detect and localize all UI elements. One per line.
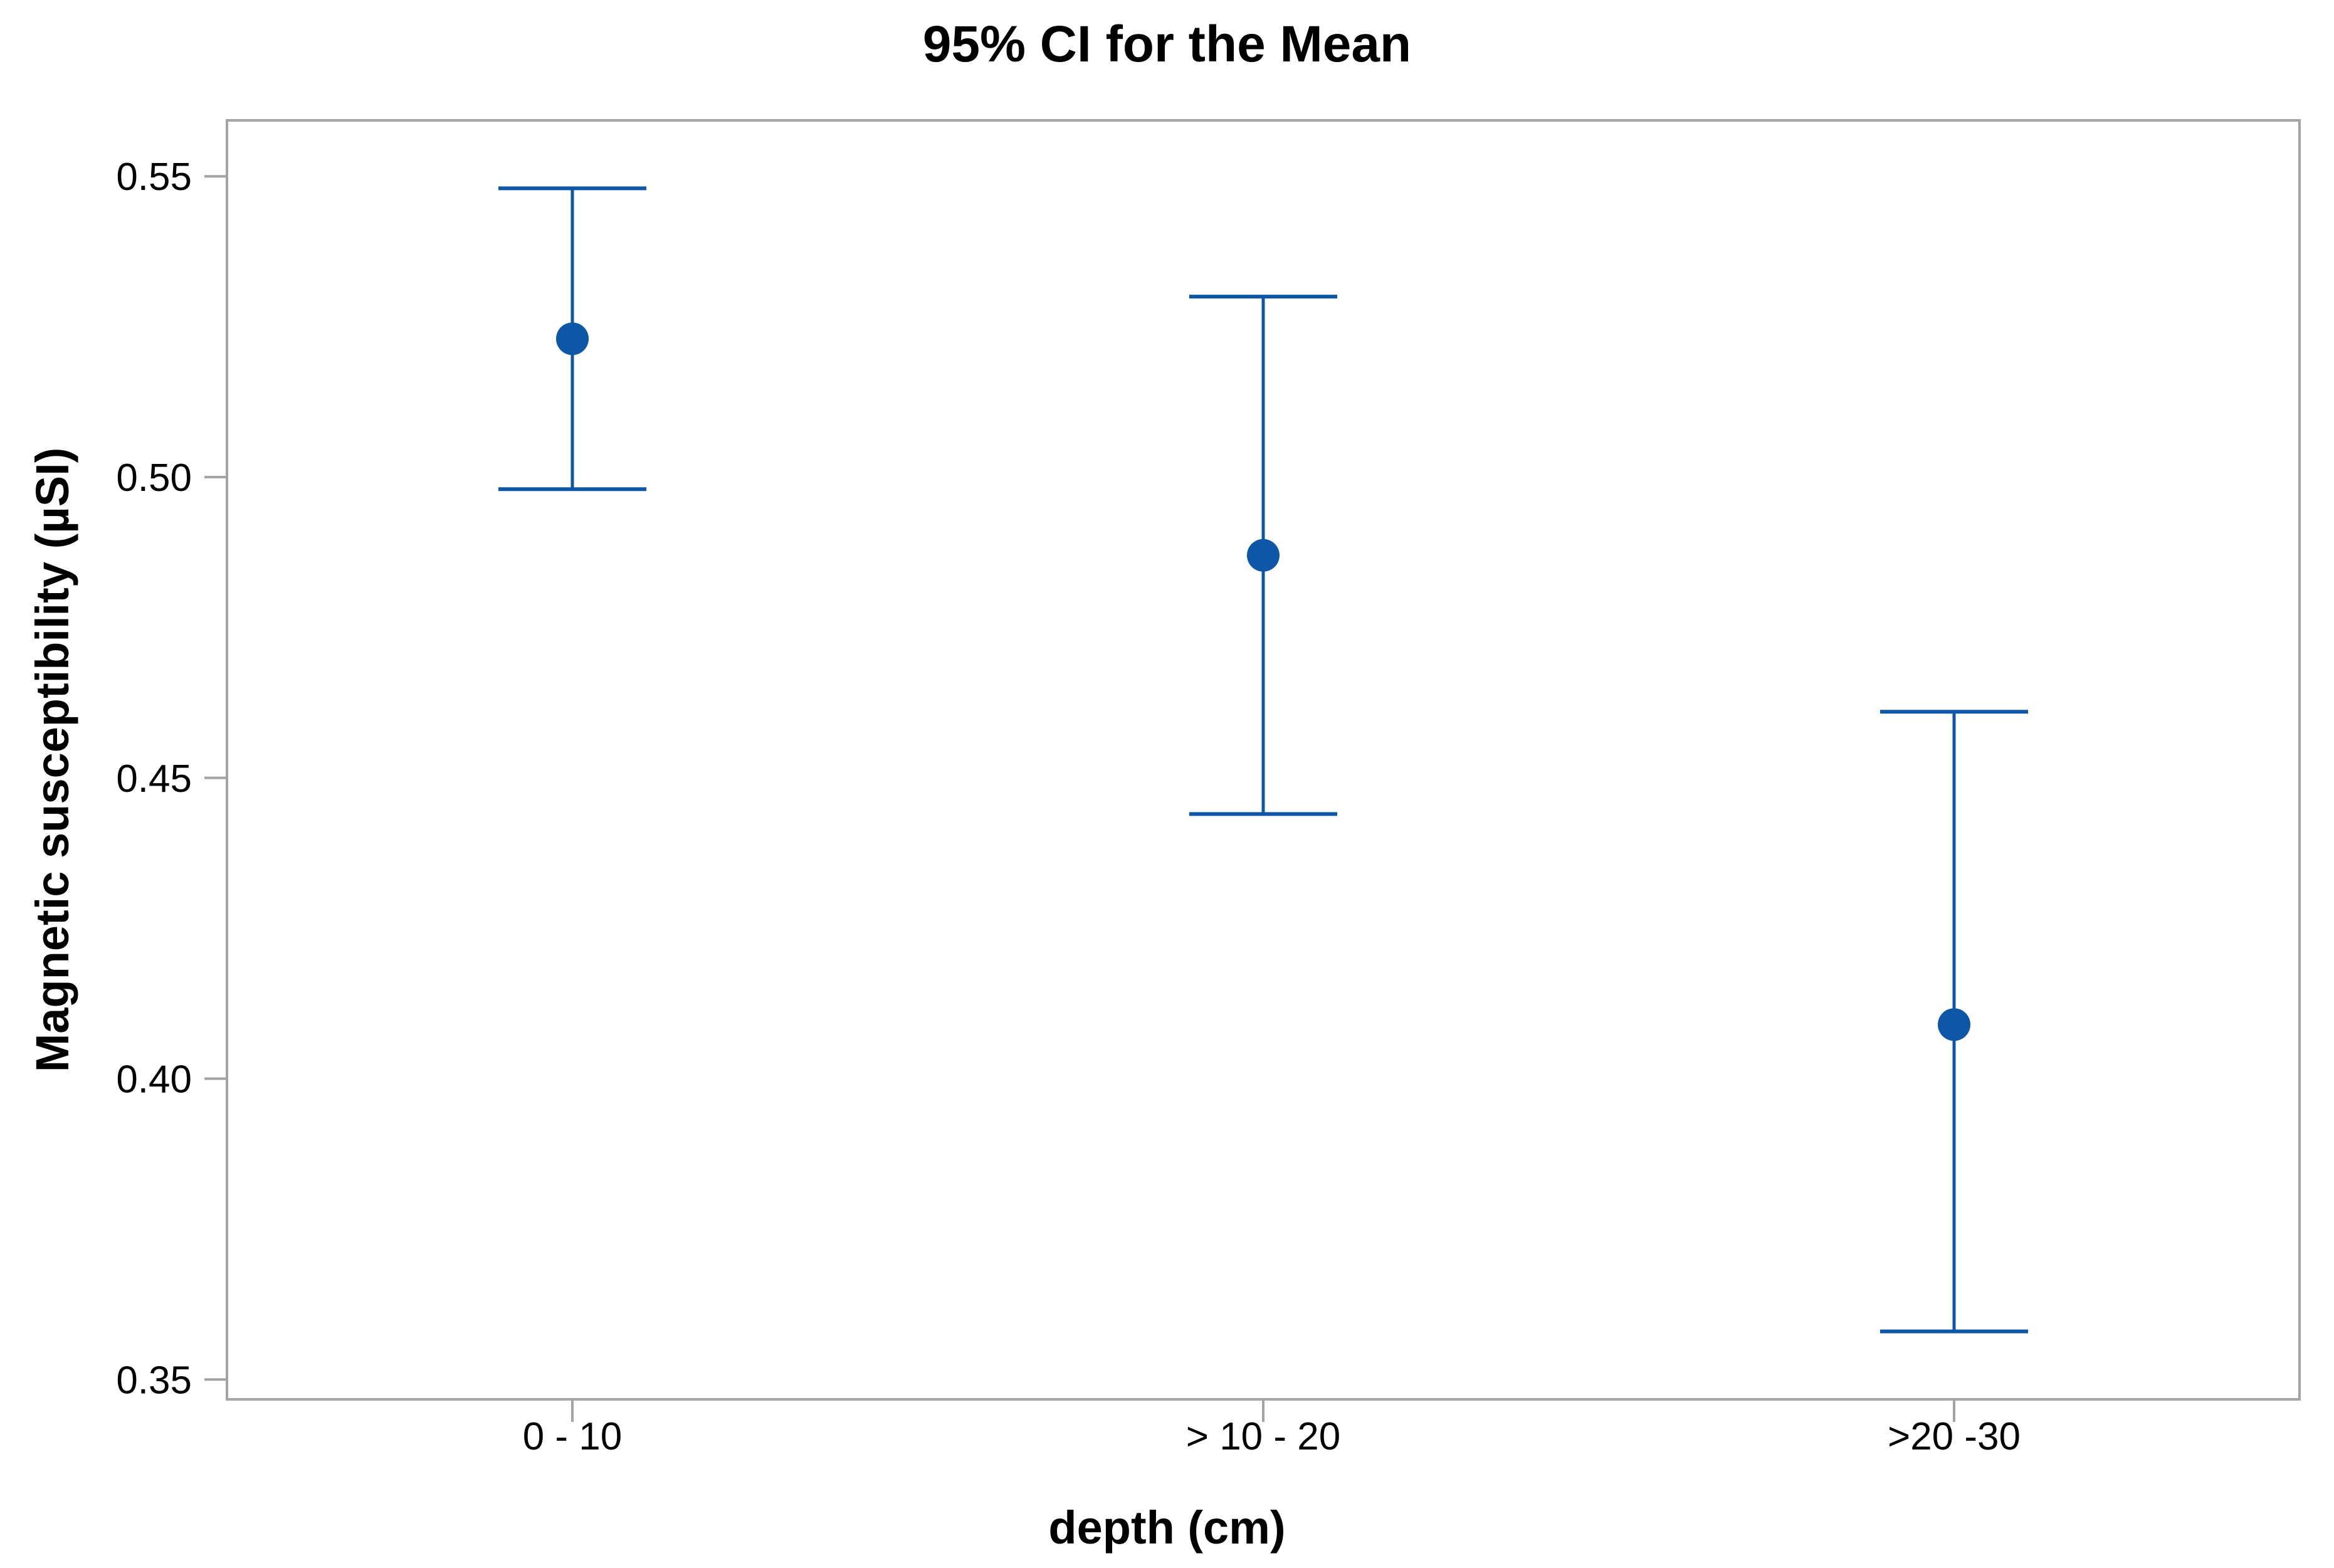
mean-point: [1247, 539, 1280, 572]
y-tick-label: 0.45: [116, 757, 192, 801]
y-tick-label: 0.50: [116, 456, 192, 500]
y-tick-label: 0.55: [116, 155, 192, 199]
mean-point: [556, 322, 589, 355]
x-axis-title: depth (cm): [1048, 1502, 1286, 1554]
x-tick-label: > 10 - 20: [1186, 1415, 1340, 1458]
mean-point: [1938, 1008, 1970, 1041]
y-tick-label: 0.40: [116, 1058, 192, 1102]
x-tick-label: >20 -30: [1888, 1415, 2021, 1458]
x-tick-label: 0 - 10: [523, 1415, 623, 1458]
y-tick-label: 0.35: [116, 1359, 192, 1402]
chart-title: 95% CI for the Mean: [922, 16, 1412, 73]
y-axis-title: Magnetic susceptibility (µSI): [26, 447, 78, 1073]
